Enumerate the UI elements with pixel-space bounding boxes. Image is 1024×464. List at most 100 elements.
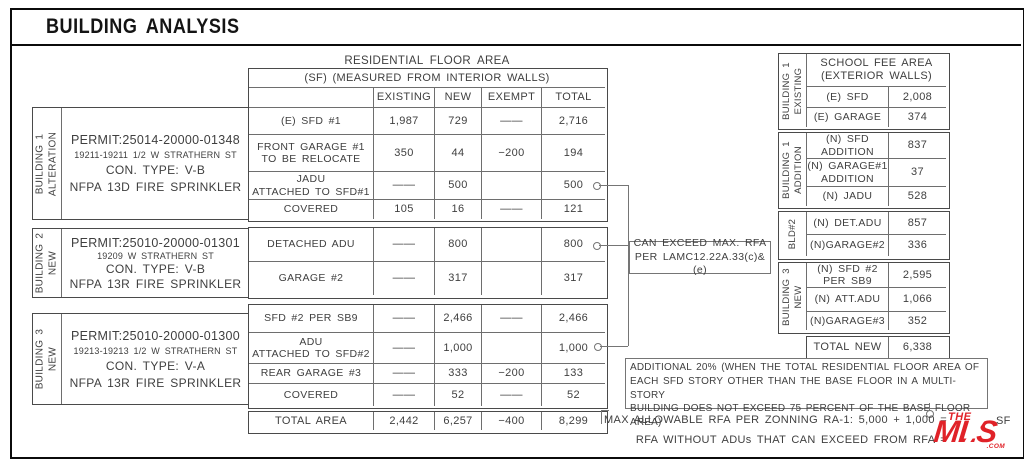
school-vertical-label: BUILDING 1 ADDITION: [780, 140, 804, 199]
rfa-table-building2: DETACHED ADU —— 800 800 GARAGE #2 —— 317…: [248, 227, 608, 299]
rfa-row-label: JADU ATTACHED TO SFD#1: [249, 172, 374, 200]
rfa-cell-exempt: [482, 262, 542, 295]
rfa-row-label: FRONT GARAGE #1 TO BE RELOCATE: [249, 135, 374, 172]
rfa-row-label: COVERED: [249, 384, 374, 406]
school-row-label: (N) GARAGE#1 ADDITION: [807, 159, 889, 187]
rfa-cell-total: 1,000: [542, 333, 605, 364]
building2-vertical-label: BUILDING 2 NEW: [34, 232, 59, 294]
school-row-label: (N) SFD ADDITION: [807, 133, 889, 159]
school-vertical-label: BUILDING 1 EXISTING: [780, 61, 804, 120]
formula-max-rfa-unit: SF: [996, 415, 1011, 427]
rfa-subtitle: (SF) (MEASURED FROM INTERIOR WALLS): [249, 69, 605, 88]
leader-line: [599, 245, 628, 246]
rfa-total-existing: 2,442: [374, 412, 435, 430]
rfa-cell-exempt: ——: [482, 200, 542, 219]
school-row-value: 352: [907, 314, 928, 327]
school-row-label: (N) ATT.ADU: [807, 288, 889, 312]
school-row-value: 2,008: [889, 87, 946, 108]
rfa-table-building3: SFD #2 PER SB9 —— 2,466 —— 2,466 ADU ATT…: [248, 304, 608, 409]
rfa-cell-existing: 350: [374, 135, 435, 172]
rfa-total-total: 8,299: [558, 414, 589, 427]
rfa-cell-total: 2,716: [542, 108, 605, 135]
school-total-value: 6,338: [902, 341, 933, 354]
rfa-cell-existing: ——: [374, 228, 435, 262]
rfa-cell-existing: 105: [374, 200, 435, 219]
building1-info-box: BUILDING 1 ALTERATION PERMIT:25014-20000…: [32, 107, 250, 220]
rfa-cell-total: 317: [563, 272, 584, 285]
rfa-cell-exempt: [482, 228, 542, 262]
school-row-label: (N)GARAGE#3: [807, 312, 889, 330]
building1-address: 19211-19211 1/2 W STRATHERN ST: [74, 150, 237, 160]
logo-com-text: .COM: [986, 443, 1005, 450]
formula-rfa-without-adus: RFA WITHOUT ADUs THAT CAN EXCEED FROM RF…: [635, 434, 947, 446]
school-row-label: (E) SFD: [807, 87, 889, 108]
school-section-building3-new: BUILDING 3 NEW (N) SFD #2 PER SB9 2,595 …: [778, 262, 950, 334]
rfa-cell-total: 194: [542, 135, 605, 172]
building3-address: 19213-19213 1/2 W STRATHERN ST: [73, 345, 238, 356]
building2-construction-type: CON. TYPE: V-B: [105, 261, 206, 276]
building1-info: PERMIT:25014-20000-01348 19211-19211 1/2…: [62, 108, 249, 219]
school-row-value: 1,066: [889, 288, 946, 312]
themls-logo: THE MLS .COM: [932, 411, 1005, 453]
rfa-cell-total: 52: [567, 388, 580, 401]
leader-circle-adu: [594, 343, 602, 351]
school-row-value: 857: [889, 212, 946, 235]
rfa-colhead-total: TOTAL: [542, 88, 605, 108]
school-vertical-label: BLD#2: [786, 218, 798, 250]
school-vertical-label-cell: BUILDING 1 EXISTING: [779, 54, 807, 127]
building3-info: PERMIT:25010-20000-01300 19213-19213 1/2…: [62, 314, 249, 404]
building3-permit: PERMIT:25010-20000-01300: [70, 328, 241, 343]
rfa-row-label: SFD #2 PER SB9: [249, 305, 374, 333]
rfa-table-total: TOTAL AREA 2,442 6,257 −400 8,299: [248, 411, 608, 434]
rfa-row-label: ADU ATTACHED TO SFD#2: [249, 333, 374, 364]
rfa-cell-new: 1,000: [435, 333, 482, 364]
school-row-label: (E) GARAGE: [807, 108, 889, 127]
school-vertical-label-cell: BLD#2: [779, 212, 807, 256]
building1-vertical-label-cell: BUILDING 1 ALTERATION: [33, 108, 62, 219]
rfa-total-new: 6,257: [435, 412, 482, 430]
leader-line-vertical: [929, 403, 930, 411]
rfa-cell-new: 333: [435, 364, 482, 384]
rfa-table-building1: (SF) (MEASURED FROM INTERIOR WALLS) EXIS…: [248, 68, 608, 222]
rfa-cell-existing: ——: [374, 305, 435, 333]
building3-vertical-label-cell: BUILDING 3 NEW: [33, 314, 62, 404]
rfa-cell-new: 52: [435, 384, 482, 406]
school-vertical-label: BUILDING 3 NEW: [780, 267, 804, 326]
rfa-row-label: COVERED: [249, 200, 374, 219]
rfa-table-title: RESIDENTIAL FLOOR AREA: [344, 55, 510, 67]
rfa-colhead-new: NEW: [435, 88, 482, 108]
school-row-value: 336: [907, 239, 928, 252]
building2-address: 19209 W STRATHERN ST: [97, 250, 214, 261]
rfa-colhead-exempt: EXEMPT: [482, 88, 542, 108]
rfa-cell-new: 317: [435, 262, 482, 295]
building2-permit: PERMIT:25010-20000-01301: [70, 235, 241, 250]
leader-line-vertical: [628, 185, 629, 346]
building1-permit: PERMIT:25014-20000-01348: [70, 133, 241, 147]
rfa-cell-total: 121: [563, 203, 584, 216]
building2-vertical-label-cell: BUILDING 2 NEW: [33, 229, 62, 297]
leader-bracket: [601, 410, 609, 411]
school-row-label: (N)GARAGE#2: [807, 235, 889, 256]
school-table-header: SCHOOL FEE AREA (EXTERIOR WALLS): [807, 54, 946, 87]
leader-circle-jadu: [593, 182, 601, 190]
building2-sprinkler: NFPA 13R FIRE SPRINKLER: [69, 276, 242, 291]
building1-vertical-label: BUILDING 1 ALTERATION: [34, 131, 59, 196]
school-row-value: 374: [907, 111, 928, 124]
rfa-cell-exempt: −200: [482, 135, 542, 172]
rfa-cell-existing: ——: [374, 384, 435, 406]
school-section-bld2: BLD#2 (N) DET.ADU 857 (N)GARAGE#2 336: [778, 211, 950, 260]
rfa-cell-exempt: [482, 172, 542, 200]
school-total-label: TOTAL NEW: [807, 337, 889, 358]
building3-sprinkler: NFPA 13R FIRE SPRINKLER: [69, 375, 242, 390]
building2-info-box: BUILDING 2 NEW PERMIT:25010-20000-01301 …: [32, 228, 250, 298]
note-additional-20pct: ADDITIONAL 20% (WHEN THE TOTAL RESIDENTI…: [625, 358, 988, 428]
building1-construction-type: CON. TYPE: V-B: [105, 163, 206, 177]
rfa-cell-new: 500: [435, 172, 482, 200]
rfa-cell-existing: ——: [374, 333, 435, 364]
rfa-row-label: (E) SFD #1: [249, 108, 374, 135]
school-row-value: 2,595: [889, 263, 946, 288]
rfa-colhead-blank: [249, 88, 374, 108]
rfa-cell-exempt: ——: [482, 384, 542, 406]
rfa-cell-new: 800: [435, 228, 482, 262]
rfa-cell-total: 500: [542, 172, 605, 200]
